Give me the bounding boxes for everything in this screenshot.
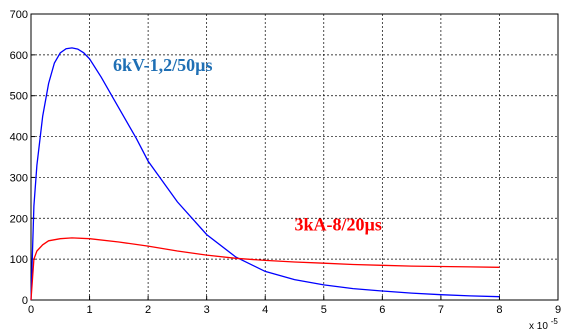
y-tick-label: 700	[10, 9, 28, 21]
x-tick-label: 4	[262, 304, 268, 316]
x-tick-label: 3	[204, 304, 210, 316]
x-tick-label: 6	[379, 304, 385, 316]
x-tick-label: 7	[438, 304, 444, 316]
y-tick-label: 400	[10, 132, 28, 144]
y-tick-label: 0	[22, 295, 28, 307]
x-tick-label: 5	[321, 304, 327, 316]
annotation-voltage: 6kV-1,2/50µs	[113, 55, 213, 75]
y-tick-label: 600	[10, 50, 28, 62]
x-tick-label: 8	[496, 304, 502, 316]
x-tick-label: 0	[28, 304, 34, 316]
series-line-voltage	[30, 47, 500, 301]
series	[30, 47, 500, 301]
annotations: 6kV-1,2/50µs 3kA-8/20µs	[113, 55, 382, 234]
y-tick-label: 500	[10, 91, 28, 103]
plot-area	[30, 13, 559, 301]
x-tick-label: 2	[145, 304, 151, 316]
ticks: 0 1 2 3 4 5 6 7 8 9 0 100 200 300 400 500 600 700	[10, 9, 561, 316]
x-multiplier-base: x 10	[529, 321, 548, 332]
y-tick-label: 100	[10, 254, 28, 266]
x-tick-label: 1	[86, 304, 92, 316]
y-tick-label: 200	[10, 213, 28, 225]
x-multiplier: x 10 -5	[529, 317, 558, 332]
series-line-current	[30, 237, 500, 301]
x-tick-label: 9	[555, 304, 561, 316]
x-multiplier-exponent: -5	[551, 317, 559, 326]
y-tick-label: 300	[10, 172, 28, 184]
annotation-current: 3kA-8/20µs	[295, 215, 382, 235]
